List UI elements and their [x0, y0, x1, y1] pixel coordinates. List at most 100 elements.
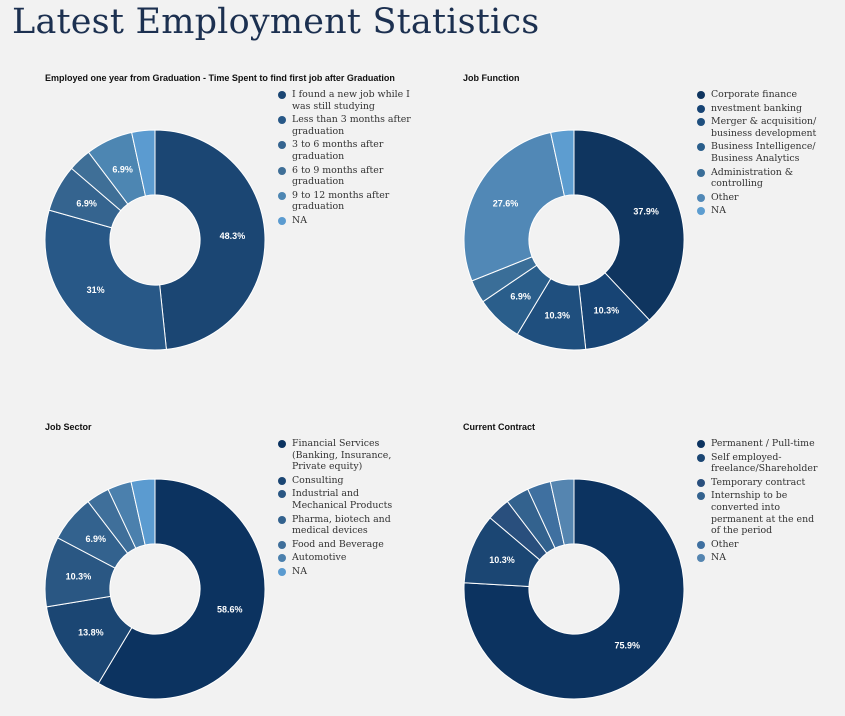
- legend-swatch: [278, 166, 286, 175]
- legend-swatch: [697, 478, 705, 487]
- donut-slice-na: [550, 129, 575, 197]
- chart-title: Current Contract: [463, 422, 536, 432]
- legend-label: Administration & controlling: [711, 166, 794, 190]
- legend-label: 6 to 9 months after graduation: [292, 164, 384, 188]
- legend-label: 3 to 6 months after graduation: [292, 139, 384, 162]
- legend-item-less-than-3-months-after-graduation: Less than 3 months after graduation: [278, 114, 418, 137]
- legend-swatch: [278, 540, 286, 549]
- slice-data-label: 6.9%: [510, 291, 531, 301]
- legend-label: Self employed- freelance/Shareholder: [711, 451, 818, 475]
- legend-item-administration-controlling: Administration & controlling: [697, 167, 827, 190]
- legend-swatch: [697, 104, 705, 113]
- slice-data-label: 37.9%: [633, 206, 659, 216]
- legend-label: Other: [711, 538, 739, 550]
- slice-data-label: 10.3%: [594, 305, 620, 315]
- donut-chart-job-sector: 58.6% 13.8% 10.3% 6.9%: [44, 478, 266, 700]
- legend-swatch: [697, 554, 705, 563]
- chart-legend: I found a new job while I was still stud…: [278, 89, 418, 229]
- legend-swatch: [697, 118, 705, 127]
- legend-label: I found a new job while I was still stud…: [292, 89, 410, 112]
- legend-item-pharma-biotech-and-medical-devices: Pharma, biotech and medical devices: [278, 514, 398, 537]
- legend-label: Temporary contract: [711, 476, 806, 488]
- legend-swatch: [697, 440, 705, 448]
- legend-item-temporary-contract: Temporary contract: [697, 477, 825, 489]
- legend-item-merger-acquisition-business-development: Merger & acquisition/ business developme…: [697, 116, 827, 139]
- legend-swatch: [697, 207, 705, 216]
- legend-label: NA: [292, 214, 307, 226]
- legend-swatch: [278, 91, 286, 99]
- slice-data-label: 27.6%: [493, 199, 519, 209]
- legend-item-self-employed-freelance-shareholder: Self employed- freelance/Shareholder: [697, 452, 825, 475]
- legend-item-automotive: Automotive: [278, 552, 398, 564]
- chart-legend: Financial Services (Banking, Insurance, …: [278, 438, 398, 580]
- donut-slice-financial-services-banking-insurance-pri: [97, 478, 266, 700]
- page-title: Latest Employment Statistics: [12, 2, 540, 42]
- slice-data-label: 6.9%: [76, 198, 97, 208]
- legend-item-i-found-a-new-job-while-i-was-still-stud: I found a new job while I was still stud…: [278, 89, 418, 112]
- legend-item-na: NA: [278, 566, 398, 578]
- legend-item-consulting: Consulting: [278, 475, 398, 487]
- legend-item-nvestment-banking: nvestment banking: [697, 103, 827, 115]
- legend-item-other: Other: [697, 192, 827, 204]
- legend-label: Consulting: [292, 474, 344, 486]
- legend-swatch: [278, 116, 286, 125]
- slice-data-label: 10.3%: [66, 572, 92, 582]
- donut-slice-na: [130, 478, 156, 546]
- legend-label: Internship to be converted into permanen…: [711, 490, 815, 537]
- chart-title: Job Sector: [45, 422, 92, 432]
- chart-legend: Corporate finance nvestment banking Merger…: [697, 89, 827, 219]
- legend-label: Permanent / Pull-time: [711, 438, 815, 449]
- slice-data-label: 31%: [87, 285, 105, 295]
- legend-swatch: [697, 143, 705, 152]
- legend-swatch: [278, 440, 286, 448]
- donut-slice-less-than-3-months-after-graduation: [44, 209, 167, 351]
- legend-label: Less than 3 months after graduation: [292, 114, 411, 137]
- legend-item-internship-to-be-converted-into-permanen: Internship to be converted into permanen…: [697, 490, 825, 536]
- donut-slice-other: [463, 131, 566, 282]
- legend-label: NA: [711, 205, 726, 217]
- legend-label: Industrial and Mechanical Products: [292, 488, 393, 511]
- legend-item-na: NA: [278, 215, 418, 227]
- legend-item-food-and-beverage: Food and Beverage: [278, 539, 398, 551]
- legend-item-na: NA: [697, 205, 827, 217]
- donut-slice-na: [549, 478, 575, 546]
- slice-data-label: 58.6%: [217, 605, 243, 615]
- legend-label: NA: [292, 565, 307, 577]
- legend-swatch: [278, 216, 286, 225]
- legend-label: Automotive: [292, 552, 347, 564]
- legend-item-3-to-6-months-after-graduation: 3 to 6 months after graduation: [278, 139, 418, 162]
- legend-label: Pharma, biotech and medical devices: [292, 513, 391, 537]
- chart-legend: Permanent / Pull-time Self employed- free…: [697, 438, 825, 566]
- donut-slice-i-found-a-new-job-while-i-was-still-stud: [154, 129, 266, 350]
- slice-data-label: 6.9%: [112, 165, 133, 175]
- chart-title: Employed one year from Graduation - Time…: [45, 73, 395, 83]
- chart-title: Job Function: [463, 73, 520, 83]
- donut-chart-time-to-job: 48.3% 31% 6.9% 6.9%: [44, 129, 266, 351]
- legend-label: Business Intelligence/ Business Analytic…: [711, 141, 816, 164]
- slice-data-label: 48.3%: [220, 231, 246, 241]
- legend-swatch: [697, 168, 705, 177]
- legend-label: Food and Beverage: [292, 538, 384, 550]
- legend-label: NA: [711, 552, 726, 564]
- legend-swatch: [278, 191, 286, 200]
- donut-slice-na: [131, 129, 156, 197]
- legend-swatch: [697, 492, 705, 501]
- donut-slice-permanent-pull-time: [463, 478, 685, 700]
- legend-item-industrial-and-mechanical-products: Industrial and Mechanical Products: [278, 488, 398, 511]
- slice-data-label: 75.9%: [614, 640, 640, 650]
- legend-swatch: [278, 554, 286, 563]
- legend-item-na: NA: [697, 552, 825, 564]
- legend-swatch: [697, 540, 705, 549]
- donut-chart-job-function: 37.9% 10.3% 10.3% 6.9% 27.6%: [463, 129, 685, 351]
- legend-item-financial-services-banking-insurance-pri: Financial Services (Banking, Insurance, …: [278, 438, 398, 473]
- legend-label: nvestment banking: [711, 102, 803, 114]
- legend-item-business-intelligence-business-analytics: Business Intelligence/ Business Analytic…: [697, 141, 827, 164]
- slice-data-label: 10.3%: [545, 311, 571, 321]
- legend-swatch: [278, 490, 286, 499]
- legend-label: Merger & acquisition/ business developme…: [711, 116, 817, 139]
- slice-data-label: 10.3%: [489, 555, 515, 565]
- legend-swatch: [278, 567, 286, 576]
- slice-data-label: 6.9%: [85, 534, 106, 544]
- legend-item-corporate-finance: Corporate finance: [697, 89, 827, 101]
- legend-swatch: [697, 193, 705, 202]
